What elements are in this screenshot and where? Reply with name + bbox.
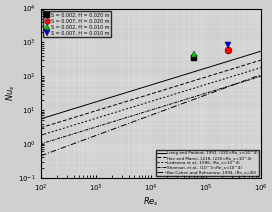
X-axis label: $Re_s$: $Re_s$ bbox=[143, 195, 159, 208]
Y-axis label: $Nu_s$: $Nu_s$ bbox=[4, 85, 17, 101]
Legend: Liang and Paident, 1991, (220<Re_s<10^4), Han and Manvi, 1218, (220<Re_s<10^4), : Liang and Paident, 1991, (220<Re_s<10^4)… bbox=[156, 150, 259, 176]
